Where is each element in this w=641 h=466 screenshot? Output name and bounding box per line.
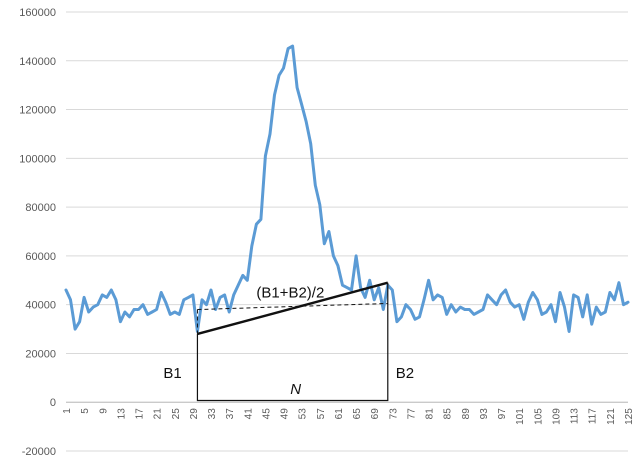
average-label: (B1+B2)/2 [256,284,324,301]
x-tick-label: 13 [116,408,127,420]
b1-b2-line [197,281,389,336]
x-tick-label: 49 [280,408,291,420]
x-tick-label: 101 [515,408,526,425]
x-tick-label: 93 [479,408,490,420]
y-tick-label: 20000 [25,348,56,360]
x-tick-label: 25 [171,408,182,420]
b2-label: B2 [396,365,414,382]
x-tick-label: 125 [624,408,635,425]
x-tick-label: 21 [153,408,164,420]
x-tick-label: 85 [443,408,454,420]
y-tick-label: 40000 [25,300,56,312]
n-label: N [290,381,301,398]
y-tick-label: -20000 [22,446,56,458]
y-tick-label: 120000 [19,105,56,117]
x-tick-label: 61 [334,408,345,420]
series-line [64,44,630,333]
x-tick-label: 41 [243,408,254,420]
b1-label: B1 [163,365,181,382]
y-tick-label: 140000 [19,56,56,68]
y-tick-label: 100000 [19,153,56,165]
x-tick-label: 77 [406,408,417,420]
x-tick-label: 29 [189,408,200,420]
x-tick-label: 113 [570,408,581,424]
grid-layer [66,11,628,452]
x-tick-label: 53 [298,408,309,420]
x-tick-label: 89 [461,408,472,420]
x-tick-label: 73 [388,408,399,420]
x-tick-label: 117 [588,408,599,424]
x-tick-label: 109 [551,408,562,425]
x-tick-label: 33 [207,408,218,420]
x-tick-label: 17 [135,408,146,420]
y-tick-label: 80000 [25,202,56,214]
x-tick-label: 105 [533,408,544,425]
average-line [197,302,388,311]
x-tick-label: 5 [80,408,91,414]
x-tick-label: 9 [98,408,109,414]
x-tick-label: 37 [225,408,236,420]
y-tick-label: 0 [50,397,56,409]
series-layer [64,44,630,333]
x-tick-label: 69 [370,408,381,420]
x-tick-label: 81 [425,408,436,420]
annotation-layer: B1 B2 N (B1+B2)/2 [163,281,414,402]
y-tick-label: 60000 [25,251,56,263]
x-axis: 1 5 9 13 17 21 25 29 33 37 41 45 49 53 57 61 65 69 73 77 81 8… [62,401,635,425]
x-tick-label: 121 [606,408,617,425]
x-tick-label: 57 [316,408,327,420]
y-axis: -20000 0 20000 40000 60000 80000 100000 120000 1… [19,7,56,458]
baseline-box [196,282,389,402]
x-tick-label: 45 [261,408,272,420]
x-tick-label: 1 [62,408,73,414]
y-tick-label: 160000 [19,7,56,19]
x-tick-label: 97 [497,408,508,420]
x-tick-label: 65 [352,408,363,420]
